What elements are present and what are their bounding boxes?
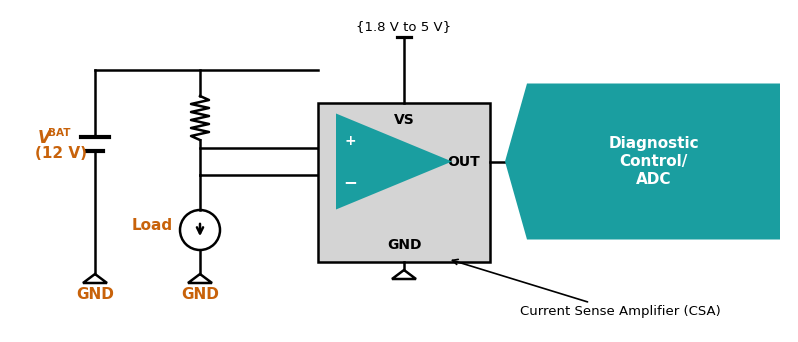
Polygon shape — [505, 83, 780, 239]
Text: Load: Load — [132, 219, 173, 234]
Text: VS: VS — [393, 113, 414, 127]
Polygon shape — [392, 270, 416, 279]
Text: V: V — [38, 129, 51, 147]
Text: Diagnostic: Diagnostic — [608, 136, 699, 151]
Text: OUT: OUT — [447, 155, 480, 169]
Text: {1.8 V to 5 V}: {1.8 V to 5 V} — [357, 20, 452, 33]
Polygon shape — [83, 274, 107, 283]
Bar — [318, 103, 490, 262]
Text: Control/: Control/ — [619, 154, 688, 169]
Text: Current Sense Amplifier (CSA): Current Sense Amplifier (CSA) — [452, 259, 721, 318]
Text: −: − — [343, 173, 357, 190]
Text: ADC: ADC — [636, 172, 671, 187]
Text: GND: GND — [387, 238, 421, 252]
Text: GND: GND — [181, 287, 219, 302]
Text: GND: GND — [76, 287, 114, 302]
Polygon shape — [188, 274, 212, 283]
Text: +: + — [344, 134, 356, 148]
Text: BAT: BAT — [48, 128, 70, 138]
Polygon shape — [336, 114, 452, 210]
Text: (12 V): (12 V) — [35, 146, 87, 161]
